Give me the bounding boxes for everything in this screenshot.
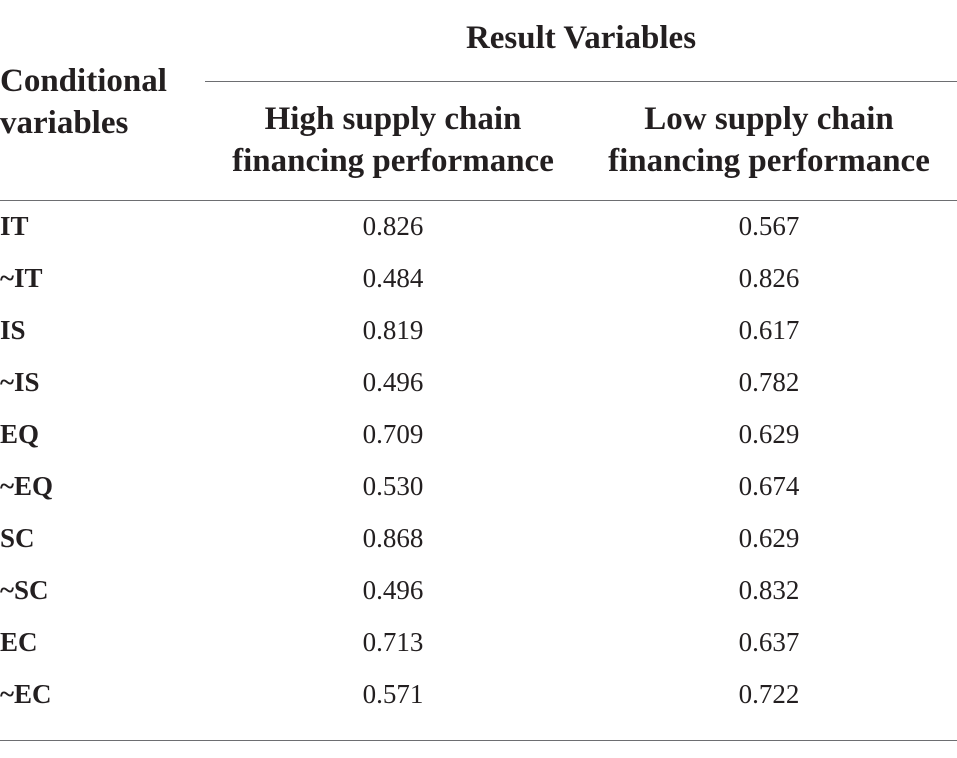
table-row: SC 0.868 0.629	[0, 512, 957, 564]
result-variables-header: Result Variables	[465, 20, 697, 56]
variable-name: ~SC	[0, 575, 49, 605]
variable-name: ~IT	[0, 263, 43, 293]
variable-name: EQ	[0, 419, 40, 449]
table-row: EQ 0.709 0.629	[0, 408, 957, 460]
low-value: 0.567	[738, 211, 800, 241]
low-value: 0.826	[738, 263, 800, 293]
low-value: 0.637	[738, 627, 800, 657]
high-value: 0.709	[362, 419, 424, 449]
low-value: 0.629	[738, 523, 800, 553]
variable-name: ~IS	[0, 367, 40, 397]
table-row: ~IS 0.496 0.782	[0, 356, 957, 408]
variable-name: IT	[0, 211, 29, 241]
high-performance-column-header: High supply chain financing performance	[232, 101, 554, 179]
table-row: IT 0.826 0.567	[0, 200, 957, 252]
low-performance-column-header: Low supply chain financing performance	[608, 101, 930, 179]
variable-name: EC	[0, 627, 38, 657]
table-row: EC 0.713 0.637	[0, 616, 957, 668]
conditional-variables-header: Conditional variables	[0, 63, 167, 141]
high-value: 0.484	[362, 263, 424, 293]
high-value: 0.496	[362, 367, 424, 397]
high-value: 0.713	[362, 627, 424, 657]
table-body: IT 0.826 0.567 ~IT 0.484 0.826 IS 0.819 …	[0, 200, 957, 720]
low-value: 0.617	[738, 315, 800, 345]
variable-name: ~EC	[0, 679, 52, 709]
variable-name: SC	[0, 523, 35, 553]
high-value: 0.571	[362, 679, 424, 709]
low-value: 0.674	[738, 471, 800, 501]
low-value: 0.722	[738, 679, 800, 709]
low-value: 0.782	[738, 367, 800, 397]
high-value: 0.826	[362, 211, 424, 241]
high-value: 0.530	[362, 471, 424, 501]
high-value: 0.819	[362, 315, 424, 345]
table-row: IS 0.819 0.617	[0, 304, 957, 356]
header-bottom-rule	[0, 200, 957, 201]
low-value: 0.629	[738, 419, 800, 449]
table-row: ~EC 0.571 0.722	[0, 668, 957, 720]
variable-name: IS	[0, 315, 26, 345]
result-variables-rule	[205, 81, 957, 82]
high-value: 0.868	[362, 523, 424, 553]
high-value: 0.496	[362, 575, 424, 605]
table-row: ~IT 0.484 0.826	[0, 252, 957, 304]
low-value: 0.832	[738, 575, 800, 605]
variable-name: ~EQ	[0, 471, 54, 501]
table-bottom-rule	[0, 740, 957, 741]
table-row: ~SC 0.496 0.832	[0, 564, 957, 616]
table-row: ~EQ 0.530 0.674	[0, 460, 957, 512]
